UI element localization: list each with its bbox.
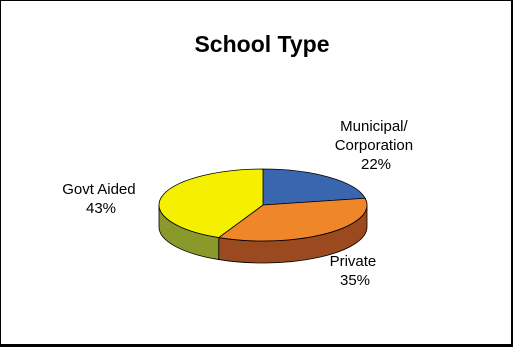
slice-municipal [262,168,366,206]
slice-label-govt-aided: Govt Aided 43% [62,181,140,217]
slice-value-govt-aided: 43% [86,200,116,217]
slice-value-private: 35% [340,272,370,289]
slice-label-municipal: Municipal/ Corporation 22% [335,118,418,173]
slice-govt-aided [158,168,264,238]
pie-tops [158,168,368,242]
chart-title: School Type [194,31,329,57]
slice-value-municipal: 22% [361,156,391,173]
slice-private [217,197,368,242]
slice-label-private: Private 35% [330,253,381,289]
